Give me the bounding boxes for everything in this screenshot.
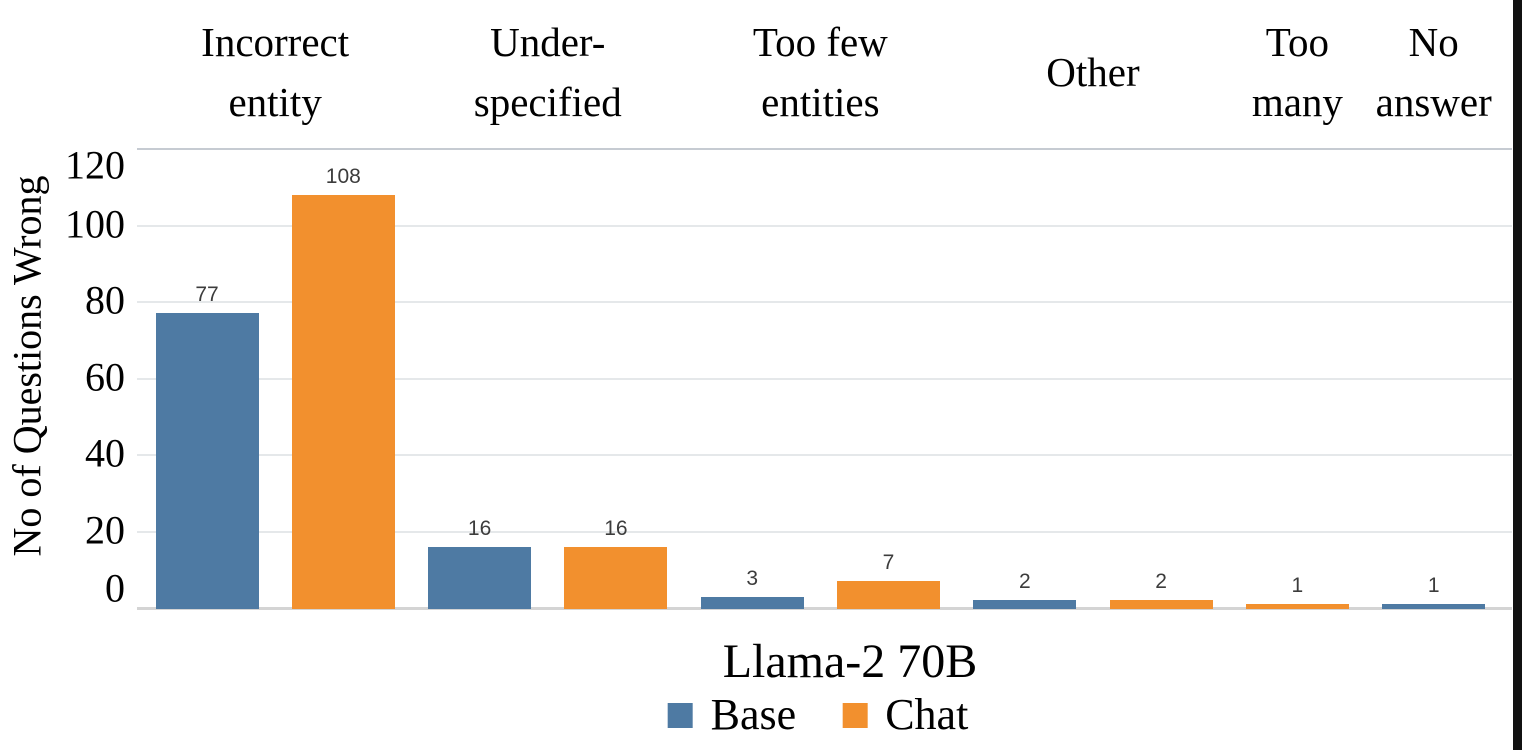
- category-label-too-many: Too many: [1252, 12, 1343, 132]
- gridline-120: [137, 148, 1512, 150]
- gridline-60: [137, 377, 1512, 380]
- bar-value-label: 16: [604, 516, 628, 540]
- x-axis-line: [137, 607, 1512, 610]
- y-tick-label-20: 20: [85, 507, 125, 553]
- category-label-too-few-entities: Too few entities: [753, 12, 888, 132]
- category-label-line: many: [1251, 79, 1343, 125]
- legend-label-base: Base: [710, 690, 797, 739]
- bar-base-too-few-entities: [700, 596, 804, 609]
- y-tick-label-40: 40: [85, 430, 125, 476]
- category-label-line: No: [1408, 19, 1459, 65]
- category-label-other: Other: [1046, 42, 1139, 102]
- category-label-line: entity: [228, 79, 322, 125]
- legend: Base Chat: [667, 690, 968, 739]
- y-tick-label-120: 120: [65, 142, 125, 188]
- y-tick-label-60: 60: [85, 354, 125, 400]
- y-tick-label-80: 80: [85, 277, 125, 323]
- bar-value-label: 2: [1018, 570, 1031, 594]
- bar-chat-incorrect-entity: [291, 194, 395, 609]
- chart-title: Llama-2 70B: [722, 635, 978, 688]
- bar-value-label: 1: [1291, 574, 1304, 598]
- category-label-line: answer: [1375, 79, 1492, 125]
- category-label-incorrect-entity: Incorrect entity: [201, 12, 349, 132]
- category-label-line: Under-: [490, 19, 606, 65]
- bar-value-label: 2: [1155, 570, 1167, 594]
- gridline-100: [137, 224, 1512, 227]
- bar-chat-too-many: [1245, 604, 1349, 609]
- category-label-line: Too: [1265, 19, 1329, 65]
- category-label-line: Other: [1046, 49, 1140, 95]
- bar-chat-other: [1109, 600, 1213, 609]
- legend-label-chat: Chat: [885, 690, 969, 739]
- category-label-line: Incorrect: [201, 19, 350, 65]
- bar-chat-too-few-entities: [837, 581, 940, 609]
- category-label-under-specified: Under-specified: [474, 12, 622, 132]
- bar-base-other: [973, 600, 1077, 609]
- category-label-line: entities: [761, 79, 880, 125]
- bar-value-label: 16: [467, 516, 492, 540]
- bar-chat-under-specified: [564, 546, 668, 609]
- legend-swatch-chat-icon: [842, 702, 868, 728]
- legend-item-chat: Chat: [842, 693, 968, 737]
- gridline-20: [137, 530, 1512, 533]
- bar-base-no-answer: [1382, 604, 1486, 609]
- y-tick-label-100: 100: [65, 201, 125, 247]
- bar-value-label: 7: [882, 551, 895, 575]
- category-label-line: specified: [473, 79, 622, 125]
- bar-value-label: 1: [1427, 574, 1440, 598]
- category-label-line: Too few: [752, 19, 888, 65]
- bar-base-under-specified: [428, 546, 532, 609]
- y-tick-label-0: 0: [105, 565, 125, 611]
- gridline-80: [137, 301, 1512, 303]
- bar-value-label: 108: [325, 164, 361, 188]
- bar-base-incorrect-entity: [155, 313, 259, 609]
- category-label-no-answer: No answer: [1376, 12, 1492, 132]
- legend-item-base: Base: [667, 690, 797, 739]
- bar-value-label: 77: [195, 283, 219, 307]
- bar-value-label: 3: [746, 566, 759, 590]
- gridline-40: [137, 454, 1512, 456]
- legend-swatch-base-icon: [667, 702, 693, 728]
- screenshot-right-edge-strip: [1513, 0, 1522, 750]
